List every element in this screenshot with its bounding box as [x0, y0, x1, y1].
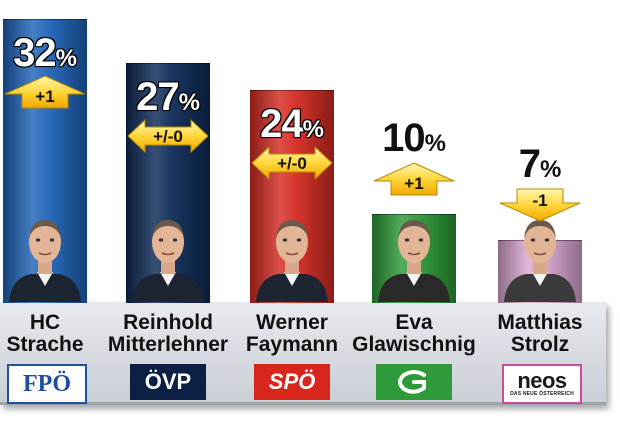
party-logo-text: neos: [517, 368, 567, 393]
arrow-up-icon: [4, 75, 86, 109]
party-logo-text: SPÖ: [268, 369, 316, 394]
percent-label: 27%: [128, 77, 208, 117]
arrow-up-icon: [373, 161, 455, 195]
arrow-down-icon: [499, 188, 581, 222]
percent-label: 10%: [374, 118, 454, 158]
arrow-left-right-icon: [251, 145, 333, 180]
party-logo: FPÖ: [7, 364, 87, 404]
name-last: Faymann: [245, 333, 339, 356]
percent-value: 27: [136, 75, 179, 120]
candidate-name: HC Strache: [0, 312, 107, 356]
change-label: +1: [404, 173, 424, 193]
greens-logo-icon: [398, 370, 426, 394]
candidate-name: Matthias Strolz: [478, 312, 602, 356]
percent-value: 32: [13, 30, 56, 75]
percent-sign: %: [302, 115, 324, 143]
percent-sign: %: [55, 44, 77, 72]
change-label: +/-0: [277, 153, 307, 173]
name-last: Strolz: [510, 333, 570, 356]
arrow-left-right-icon: [127, 119, 209, 154]
party-logo: ÖVP: [130, 364, 206, 400]
change-label: +/-0: [153, 127, 183, 147]
percent-value: 7: [518, 142, 541, 187]
percent-label: 24%: [252, 104, 332, 144]
percent-value: 24: [260, 101, 303, 146]
party-logo-text: FPÖ: [23, 370, 71, 397]
party-logo-text: ÖVP: [144, 369, 192, 394]
change-indicator: +/-0: [127, 119, 209, 154]
party-logo-subtitle: DAS NEUE ÖSTERREICH: [510, 391, 574, 397]
change-label: +1: [35, 86, 55, 106]
percent-value: 10: [382, 115, 425, 160]
name-first: Werner: [256, 311, 328, 334]
percent-sign: %: [539, 156, 562, 184]
percent-sign: %: [424, 129, 446, 157]
party-logo: neos DAS NEUE ÖSTERREICH: [502, 364, 582, 404]
change-indicator: +1: [373, 161, 455, 196]
change-indicator: -1: [499, 188, 581, 222]
name-last: Strache: [6, 333, 84, 356]
name-first: HC: [29, 311, 61, 334]
party-logo: SPÖ: [254, 364, 330, 400]
change-indicator: +1: [4, 75, 86, 109]
percent-label: 32%: [5, 33, 85, 73]
candidate-name: Eva Glawischnig: [352, 312, 476, 356]
percent-sign: %: [178, 89, 200, 117]
change-indicator: +/-0: [251, 145, 333, 180]
percent-label: 7%: [500, 144, 580, 184]
name-last: Glawischnig: [352, 333, 476, 356]
change-label: -1: [532, 191, 548, 211]
name-last: Mitterlehner: [107, 333, 229, 356]
candidate-name: Werner Faymann: [230, 312, 354, 356]
candidate-name: Reinhold Mitterlehner: [106, 312, 230, 356]
party-logo: [376, 364, 452, 400]
name-first: Matthias: [497, 311, 583, 334]
name-first: Reinhold: [123, 311, 213, 334]
name-first: Eva: [395, 311, 433, 334]
